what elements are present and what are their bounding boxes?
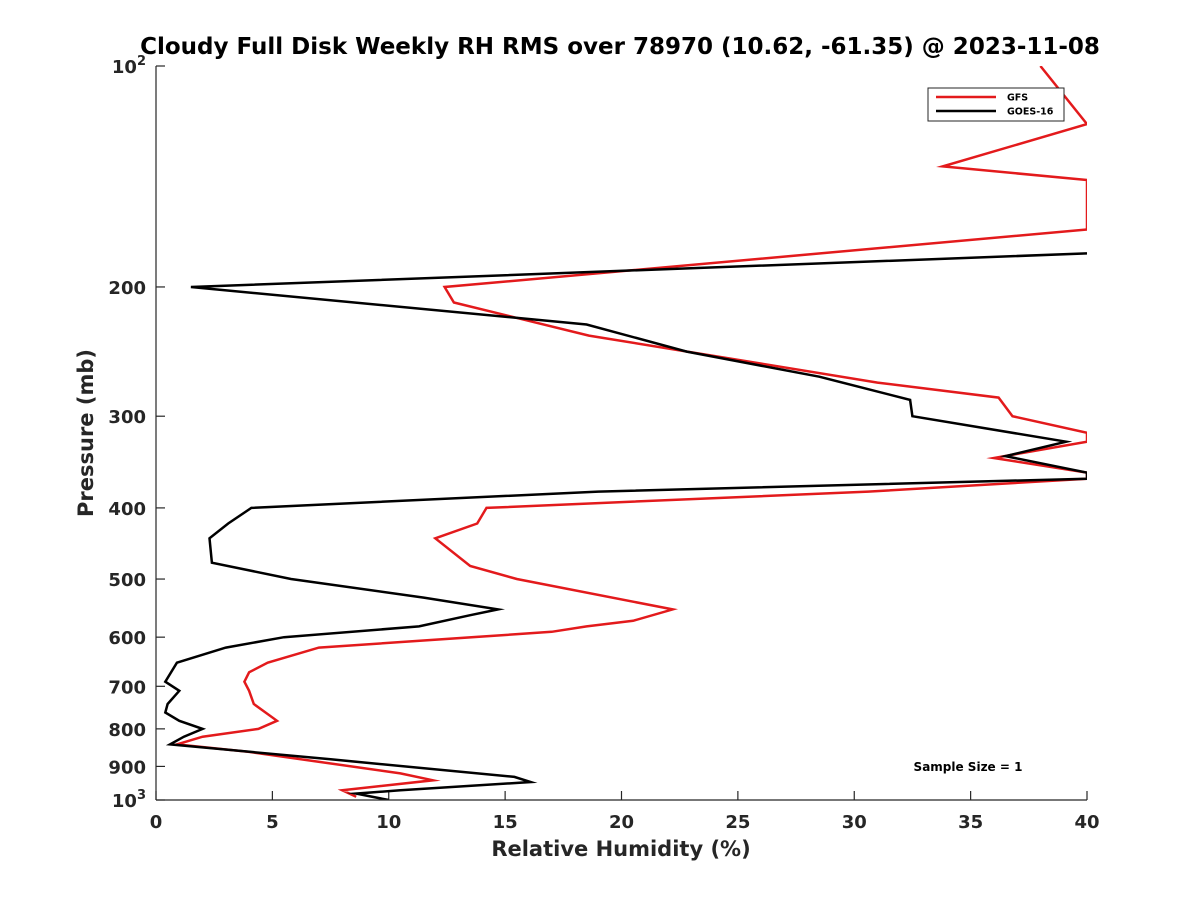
x-tick-label: 40 [1074,812,1099,833]
y-tick-label: 500 [108,570,146,591]
y-tick-label: 900 [108,757,146,778]
series-line-gfs [170,66,1087,798]
legend-label: GOES-16 [1007,107,1054,118]
y-tick-label: 103 [112,788,146,812]
y-tick-label: 700 [108,677,146,698]
y-tick-label: 800 [108,720,146,741]
x-tick-label: 0 [150,812,163,833]
y-tick-label: 300 [108,407,146,428]
chart-title: Cloudy Full Disk Weekly RH RMS over 7897… [140,34,1100,60]
x-tick-label: 5 [266,812,279,833]
series-line-goes-16 [163,252,1087,800]
x-tick-label: 30 [842,812,867,833]
x-tick-label: 10 [376,812,401,833]
y-tick-label: 102 [112,54,146,78]
legend-box [927,87,1065,122]
x-tick-label: 25 [725,812,750,833]
sample-size-annotation: Sample Size = 1 [914,760,1023,774]
axes [155,66,1087,801]
legend: GFS GOES-16 [927,87,1065,122]
y-tick-label: 200 [108,278,146,299]
y-axis-ticks: 102 200 300 400 500 600 700 800 900 103 [108,54,165,812]
x-tick-label: 15 [493,812,518,833]
legend-label: GFS [1007,93,1028,104]
y-tick-label: 600 [108,628,146,649]
plot-area [163,66,1087,800]
series-lines [163,66,1087,800]
y-tick-label: 400 [108,499,146,520]
x-axis-label: Relative Humidity (%) [491,837,750,861]
x-axis-ticks: 0 5 10 15 20 25 30 35 40 [150,791,1100,833]
y-axis-label: Pressure (mb) [74,349,98,517]
x-tick-label: 35 [958,812,983,833]
x-tick-label: 20 [609,812,634,833]
